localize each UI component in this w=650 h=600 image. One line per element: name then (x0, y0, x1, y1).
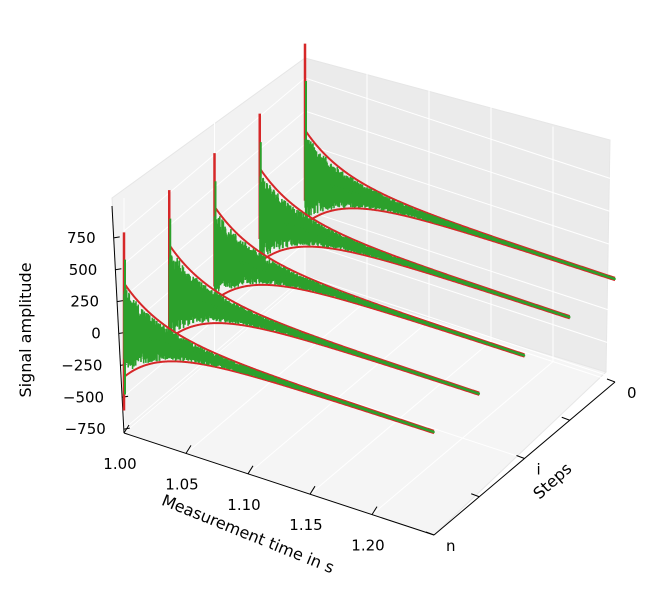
tail-line (193, 298, 480, 395)
s-tick (516, 455, 525, 459)
x-axis-line (123, 432, 435, 536)
x-tick-label: 1.15 (289, 516, 322, 534)
tail-line (284, 222, 571, 319)
z-tick (113, 236, 120, 239)
x-tick (185, 445, 192, 454)
z-tick (115, 268, 122, 271)
envelope-upper (213, 205, 525, 356)
trace-step-0 (303, 43, 616, 282)
s-tick-label: 0 (627, 384, 637, 402)
z-tick-label: −250 (61, 356, 102, 374)
z-axis-line (111, 205, 125, 434)
z-tick-label: 0 (91, 325, 101, 343)
tick-labels: −750 −500 −250 0 250 500 750 1.00 1.05 1.10 1.15 1.… (61, 229, 636, 555)
x-tick (309, 485, 316, 495)
z-tick-label: −500 (63, 388, 104, 406)
z-tick-label: −750 (65, 420, 106, 438)
z-tick-label: 750 (67, 229, 96, 247)
x-tick-label: 1.20 (351, 537, 384, 555)
tail-line (148, 337, 435, 434)
s-tick (606, 378, 616, 383)
z-tick-label: 500 (69, 261, 98, 279)
x-tick-label: 1.00 (103, 455, 136, 473)
s-tick (561, 416, 570, 421)
z-tick (116, 300, 124, 303)
tail-line (329, 184, 616, 281)
x-tick (247, 465, 254, 475)
s-tick (471, 493, 480, 498)
trace-step-1 (258, 113, 571, 320)
trace-step-3 (168, 190, 481, 396)
envelope-lower (123, 360, 435, 435)
x-tick-label: 1.10 (227, 496, 260, 514)
s-tick (425, 531, 435, 536)
axes (111, 205, 616, 536)
x-tick-label: 1.05 (165, 475, 198, 493)
signal-traces (122, 43, 616, 435)
envelope-upper (168, 244, 480, 394)
x-tick (371, 506, 378, 515)
trace-step-4 (122, 232, 435, 435)
s-tick-label: n (446, 537, 456, 555)
z-tick-label: 250 (70, 293, 99, 311)
trace-step-2 (213, 153, 526, 358)
envelope-lower (259, 245, 571, 320)
tail-line (238, 260, 525, 357)
envelope-lower (304, 207, 616, 282)
s-tick-label: i (537, 461, 541, 479)
z-axis-label: Signal amplitude (16, 262, 35, 397)
x-tick (123, 424, 130, 434)
